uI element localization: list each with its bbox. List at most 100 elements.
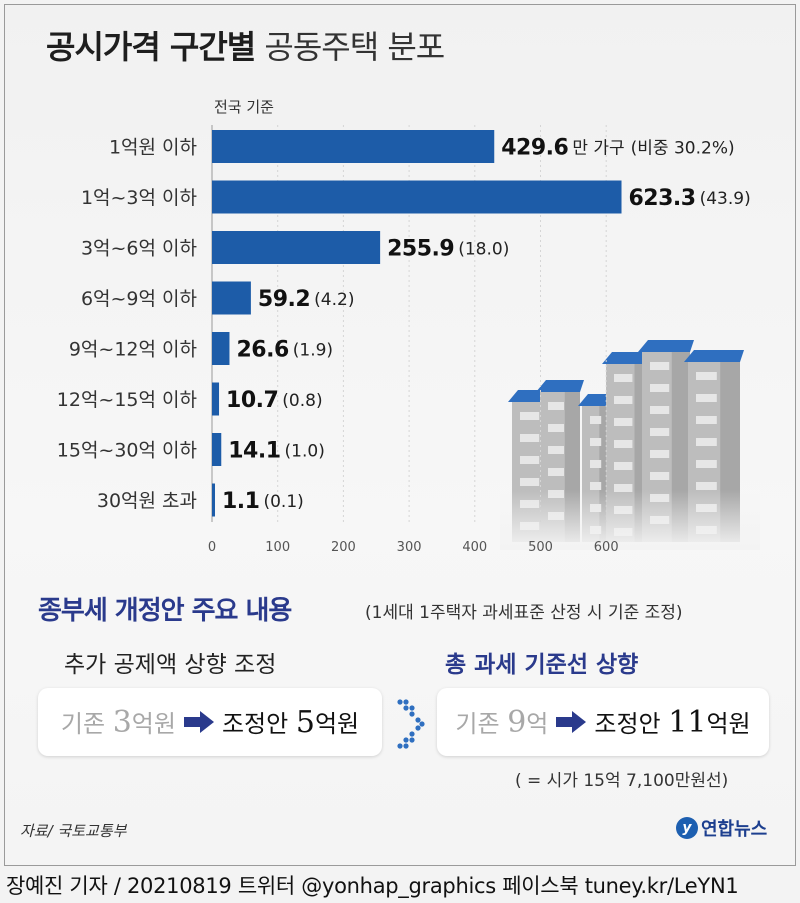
building-window [548,424,564,432]
x-tick-label: 300 [397,540,422,555]
building-window [590,482,602,490]
value-label: 10.7 [226,388,278,413]
left-old-value: 기존 3억원 [60,705,176,740]
share-label: (0.1) [263,492,303,512]
category-label: 15억~30억 이하 [57,440,197,462]
share-label: (1.0) [285,442,325,462]
x-tick-label: 100 [265,540,290,555]
value-label: 14.1 [228,439,280,464]
title-bold: 공시가격 구간별 [46,28,256,66]
building-window [696,438,717,446]
building-roof [536,380,584,392]
building-window [548,446,564,454]
bar [212,483,215,517]
building-roof [684,350,744,362]
bar [212,180,622,214]
building-window [548,402,564,410]
x-tick-label: 500 [528,540,553,555]
bar [212,382,220,416]
building-window [590,460,602,468]
building-side [599,406,610,542]
title-light: 공동주택 분포 [264,28,445,66]
building-roof [638,340,694,352]
agency-logo: y 연합뉴스 [676,815,767,841]
value-label: 26.6 [236,338,288,363]
building-window [614,440,633,448]
x-tick-label: 200 [331,540,356,555]
share-label: (43.9) [700,189,751,209]
building-window [520,456,540,464]
section-note: (1세대 1주택자 과세표준 산정 시 기준 조정) [365,603,683,623]
share-label: (비중 30.2%) [631,139,735,159]
category-label: 12억~15억 이하 [57,389,197,411]
left-change-box: 기존 3억원 조정안 5억원 [38,688,382,756]
section-title: 종부세 개정안 주요 내용 [38,596,292,626]
building-window [696,394,717,402]
bar [212,281,251,315]
building-window [590,416,602,424]
category-label: 9억~12억 이하 [69,339,197,361]
building-window [548,468,564,476]
category-label: 6억~9억 이하 [81,288,197,310]
logo-text: 연합뉴스 [701,819,768,840]
unit-label: 만 가구 [572,139,624,159]
building-window [696,372,717,380]
building-window [520,412,540,420]
x-tick-label: 0 [208,540,216,555]
x-tick-label: 600 [594,540,619,555]
page-title: 공시가격 구간별 공동주택 분포 [46,22,445,68]
category-label: 1억원 이하 [109,137,197,159]
building-roof [578,394,614,406]
building-window [520,478,540,486]
dotted-chevron-icon [397,699,425,749]
right-new-value: 조정안 11억원 [594,705,751,740]
arrow-right-icon [183,711,214,733]
left-new-value: 조정안 5억원 [221,705,360,740]
building-window [614,462,633,470]
share-label: (4.2) [314,290,354,310]
apartment-buildings-illustration [500,340,760,550]
basis-label: 전국 기준 [214,98,274,116]
building-window [614,484,633,492]
value-label: 255.9 [387,237,454,262]
category-label: 3억~6억 이하 [81,238,197,260]
arrow-right-icon [556,711,587,733]
share-label: (0.8) [282,391,322,411]
bar [212,130,495,163]
building-window [520,434,540,442]
bar-chart: 0 100 200 300 400 500 600 1억원 이하 429.6 만 가구 (비중 3… [57,125,760,555]
value-label: 59.2 [258,287,310,312]
building-window [696,416,717,424]
building-window [650,472,670,480]
building-window [650,428,670,436]
x-tick-label: 400 [462,540,487,555]
building-window [696,460,717,468]
bar [212,433,222,466]
right-change-box: 기존 9억 조정안 11억원 [437,688,769,756]
building-fade [500,490,760,550]
value-label: 623.3 [629,186,696,211]
category-label: 1억~3억 이하 [81,187,197,209]
bar [212,231,381,264]
building-window [696,482,717,490]
building-window [614,418,633,426]
chart-bars: 1억원 이하 429.6 만 가구 (비중 30.2%)1억~3억 이하 623.3 (4… [57,130,751,517]
building-window [650,406,670,414]
building-window [650,362,670,370]
value-label: 1.1 [222,489,259,514]
building-window [614,374,633,382]
footnote: ( = 시가 15억 7,100만원선) [515,771,729,791]
source-label: 자료/ 국토교통부 [20,822,127,840]
share-label: (1.9) [293,341,333,361]
bar [212,332,230,365]
building-window [650,384,670,392]
logo-icon: y [676,817,698,839]
left-heading: 추가 공제액 상향 조정 [64,652,277,678]
share-label: (18.0) [458,240,509,260]
credit-line: 장예진 기자 / 20210819 트위터 @yonhap_graphics 페… [6,874,739,898]
building-window [650,450,670,458]
building-window [590,438,602,446]
right-old-value: 기존 9억 [455,705,549,740]
value-label: 429.6 [501,136,568,161]
right-heading: 총 과세 기준선 상향 [445,652,639,678]
